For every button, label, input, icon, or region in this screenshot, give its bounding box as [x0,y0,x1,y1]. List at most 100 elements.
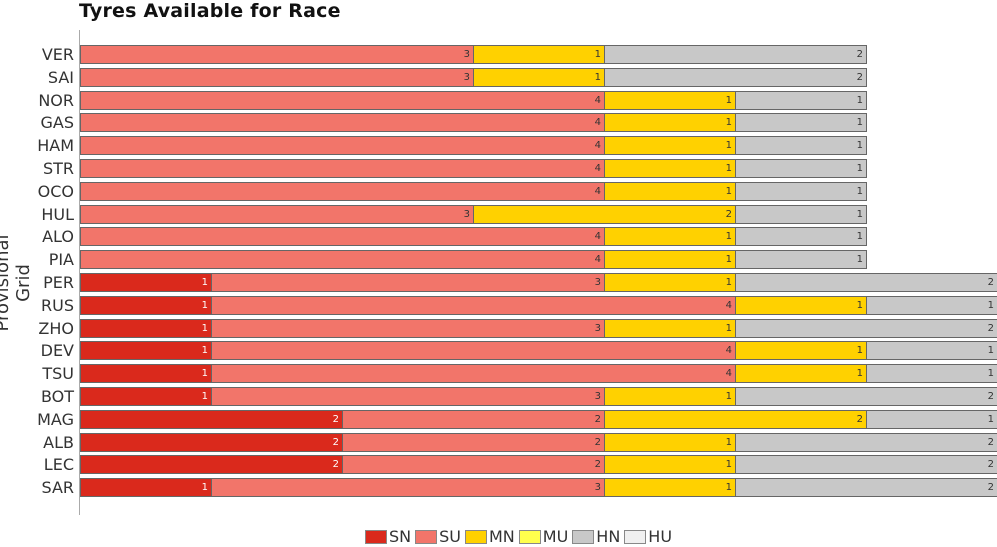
bar-segment-mn: 1 [604,159,736,178]
bar-value-label: 4 [725,299,732,311]
chart-title: Tyres Available for Race [79,0,341,22]
legend-label: HU [648,527,673,546]
bar-value-label: 3 [594,391,601,402]
legend-item: SN [365,527,411,546]
category-label: GAS [40,113,75,133]
legend-item: HU [624,527,672,546]
bar-value-label: 2 [594,459,601,471]
bar-segment-su: 4 [80,113,605,133]
bar-value-label: 1 [856,231,863,243]
category-label: ZHO [38,318,74,338]
bar-segment-hn: 1 [735,113,867,133]
bar-value-label: 1 [725,94,732,106]
bar-segment-hn: 1 [735,227,867,247]
bar-segment-mn: 1 [604,478,736,498]
bar-segment-sn: 2 [80,409,343,429]
category-label: ALO [42,227,74,247]
bar-value-label: 1 [201,368,208,380]
bar-value-label: 1 [856,94,863,106]
bar-segment-hn: 1 [866,341,997,361]
bar-value-label: 1 [987,413,994,425]
bar-segment-hn: 1 [866,409,997,429]
bar-value-label: 1 [856,368,863,380]
bar-segment-hn: 1 [735,204,867,224]
bar-segment-su: 4 [211,295,736,315]
bar-segment-mn: 1 [604,136,736,156]
category-label: HAM [37,136,74,156]
bar-segment-mn: 1 [604,113,736,133]
bar-segment-mn: 1 [473,45,605,64]
bar-segment-hn: 2 [604,67,867,87]
bar-segment-hn: 1 [866,295,997,315]
bar-segment-su: 3 [211,273,605,292]
bar-segment-mn: 1 [604,318,736,338]
bar-value-label: 4 [594,185,601,197]
category-label: HUL [41,204,74,224]
bar-value-label: 4 [594,254,601,266]
bar-value-label: 4 [594,117,601,129]
bar-value-label: 1 [987,345,994,357]
bar-value-label: 4 [594,140,601,152]
bar-segment-su: 4 [80,90,605,110]
bar-value-label: 2 [987,482,994,494]
legend: SN SU MN MU HN HU [365,527,676,546]
category-label: OCO [37,181,74,201]
bar-value-label: 2 [594,413,601,425]
bar-value-label: 1 [856,163,863,174]
bar-segment-mn: 1 [604,387,736,406]
bar-value-label: 2 [332,459,339,471]
bar-value-label: 3 [594,322,601,334]
bar-segment-hn: 1 [735,159,867,178]
bar-segment-hn: 2 [735,273,997,292]
bar-value-label: 1 [201,299,208,311]
bar-value-label: 1 [987,299,994,311]
bar-segment-su: 4 [80,181,605,201]
bar-segment-hn: 2 [735,387,997,406]
bar-segment-mn: 1 [604,181,736,201]
category-label: SAR [41,478,74,498]
bar-value-label: 1 [725,391,732,402]
bar-segment-hn: 1 [735,250,867,270]
bar-segment-hn: 1 [735,181,867,201]
bar-value-label: 2 [856,71,863,83]
bar-segment-mn: 1 [604,227,736,247]
bar-segment-su: 3 [211,318,605,338]
bar-segment-hn: 2 [735,455,997,475]
bar-value-label: 1 [201,391,208,402]
category-label: VER [41,45,74,64]
bar-value-label: 1 [201,322,208,334]
bar-segment-su: 3 [80,204,474,224]
bar-value-label: 1 [856,345,863,357]
y-axis-line [79,30,80,515]
bar-value-label: 2 [987,436,994,448]
bar-segment-sn: 1 [80,318,212,338]
legend-swatch [365,529,387,544]
bar-segment-mn: 1 [604,273,736,292]
bar-value-label: 2 [332,436,339,448]
bar-value-label: 1 [594,71,601,83]
bar-segment-su: 3 [80,45,474,64]
bar-value-label: 2 [987,391,994,402]
bar-value-label: 1 [725,163,732,174]
bar-segment-mn: 1 [604,432,736,452]
bar-segment-sn: 1 [80,273,212,292]
bar-segment-hn: 2 [735,478,997,498]
bar-value-label: 1 [856,140,863,152]
bar-value-label: 1 [856,208,863,220]
bar-value-label: 1 [856,117,863,129]
legend-item: HN [572,527,620,546]
bar-value-label: 4 [725,368,732,380]
bar-segment-su: 4 [80,250,605,270]
bar-value-label: 1 [201,345,208,357]
legend-item: MU [518,527,568,546]
bar-value-label: 1 [594,49,601,60]
bar-value-label: 4 [594,231,601,243]
bar-value-label: 3 [463,208,470,220]
legend-swatch [624,529,647,544]
bar-segment-su: 4 [80,227,605,247]
bar-segment-sn: 1 [80,387,212,406]
bar-value-label: 1 [201,277,208,288]
category-label: NOR [38,90,74,110]
bar-segment-sn: 1 [80,364,212,384]
bar-value-label: 2 [332,413,339,425]
